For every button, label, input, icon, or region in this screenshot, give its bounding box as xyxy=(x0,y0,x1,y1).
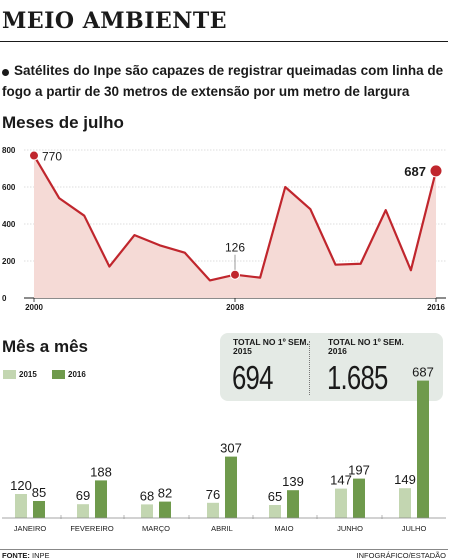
x-tick-label: MAIO xyxy=(274,524,293,533)
top-rule xyxy=(0,41,448,42)
line-chart: 0 200 400 600 800 2000 2008 2016 770 126 687 xyxy=(2,146,446,312)
point-marker xyxy=(230,269,240,280)
data-label: 149 xyxy=(394,472,416,487)
legend-label-2016: 2016 xyxy=(68,370,86,379)
totals-divider xyxy=(309,341,310,395)
data-label: 197 xyxy=(348,463,370,478)
data-label: 770 xyxy=(42,150,62,164)
data-label: 69 xyxy=(76,488,90,503)
bar-chart-title: Mês a mês xyxy=(2,337,88,356)
source-note: FONTE: INPE xyxy=(2,551,50,560)
line-chart-title: Meses de julho xyxy=(2,113,124,132)
totals-panel: TOTAL NO 1º SEM. 2015 694 TOTAL NO 1º SE… xyxy=(220,333,443,401)
credit-note: INFOGRÁFICO/ESTADÃO xyxy=(356,551,446,560)
legend-swatch-2016 xyxy=(52,370,65,379)
data-label: 65 xyxy=(268,489,282,504)
x-tick-label: MARÇO xyxy=(142,524,170,533)
data-label: 120 xyxy=(10,478,32,493)
bar-2016 xyxy=(287,490,299,518)
bar-2016 xyxy=(95,480,107,518)
section-title: MEIO AMBIENTE xyxy=(2,8,228,34)
bullet-icon xyxy=(2,69,9,76)
footer-rule xyxy=(0,549,448,550)
bar-2016 xyxy=(353,478,365,518)
bar-2016 xyxy=(33,501,45,518)
legend-label-2015: 2015 xyxy=(19,370,37,379)
total-2015-label: TOTAL NO 1º SEM. 2015 xyxy=(233,337,309,356)
bar-2016 xyxy=(225,456,237,518)
bar-2015 xyxy=(15,494,27,518)
x-tick-label: 2016 xyxy=(427,303,445,312)
total-2016-value: 1.685 xyxy=(327,359,388,396)
bar-2015 xyxy=(141,504,153,518)
source-label: FONTE: xyxy=(2,551,30,560)
data-label: 126 xyxy=(225,241,245,255)
y-tick-label: 0 xyxy=(2,294,7,303)
x-tick-label: FEVEREIRO xyxy=(70,524,114,533)
data-label: 68 xyxy=(140,488,154,503)
point-marker xyxy=(429,164,443,178)
data-label: 82 xyxy=(158,486,172,501)
x-tick-label: JUNHO xyxy=(337,524,363,533)
subtitle: Satélites do Inpe são capazes de registr… xyxy=(2,63,444,99)
data-label: 307 xyxy=(220,441,242,456)
data-label: 188 xyxy=(90,464,112,479)
y-tick-label: 800 xyxy=(2,146,16,155)
y-tick-label: 200 xyxy=(2,257,16,266)
total-2015-value: 694 xyxy=(232,359,273,396)
bar-2015 xyxy=(269,505,281,518)
bar-2015 xyxy=(399,488,411,518)
data-label: 76 xyxy=(206,487,220,502)
x-tick-label: JULHO xyxy=(402,524,427,533)
x-tick-label: JANEIRO xyxy=(14,524,47,533)
total-2016-label: TOTAL NO 1º SEM. 2016 xyxy=(328,337,404,356)
data-label: 687 xyxy=(412,365,434,380)
data-label: 687 xyxy=(404,164,426,179)
data-label: 139 xyxy=(282,474,304,489)
source-text: INPE xyxy=(32,551,50,560)
y-tick-label: 400 xyxy=(2,220,16,229)
x-tick-label: 2008 xyxy=(226,303,244,312)
x-tick-label: ABRIL xyxy=(211,524,233,533)
bar-2015 xyxy=(207,502,219,518)
point-marker xyxy=(29,150,39,161)
data-label: 147 xyxy=(330,473,352,488)
bar-2016 xyxy=(159,501,171,518)
series-area xyxy=(34,155,436,298)
bar-2015 xyxy=(335,488,347,518)
legend-swatch-2015 xyxy=(3,370,16,379)
bar-2015 xyxy=(77,504,89,518)
x-tick-label: 2000 xyxy=(25,303,43,312)
data-label: 85 xyxy=(32,485,46,500)
y-tick-label: 600 xyxy=(2,183,16,192)
bar-2016 xyxy=(417,380,429,518)
